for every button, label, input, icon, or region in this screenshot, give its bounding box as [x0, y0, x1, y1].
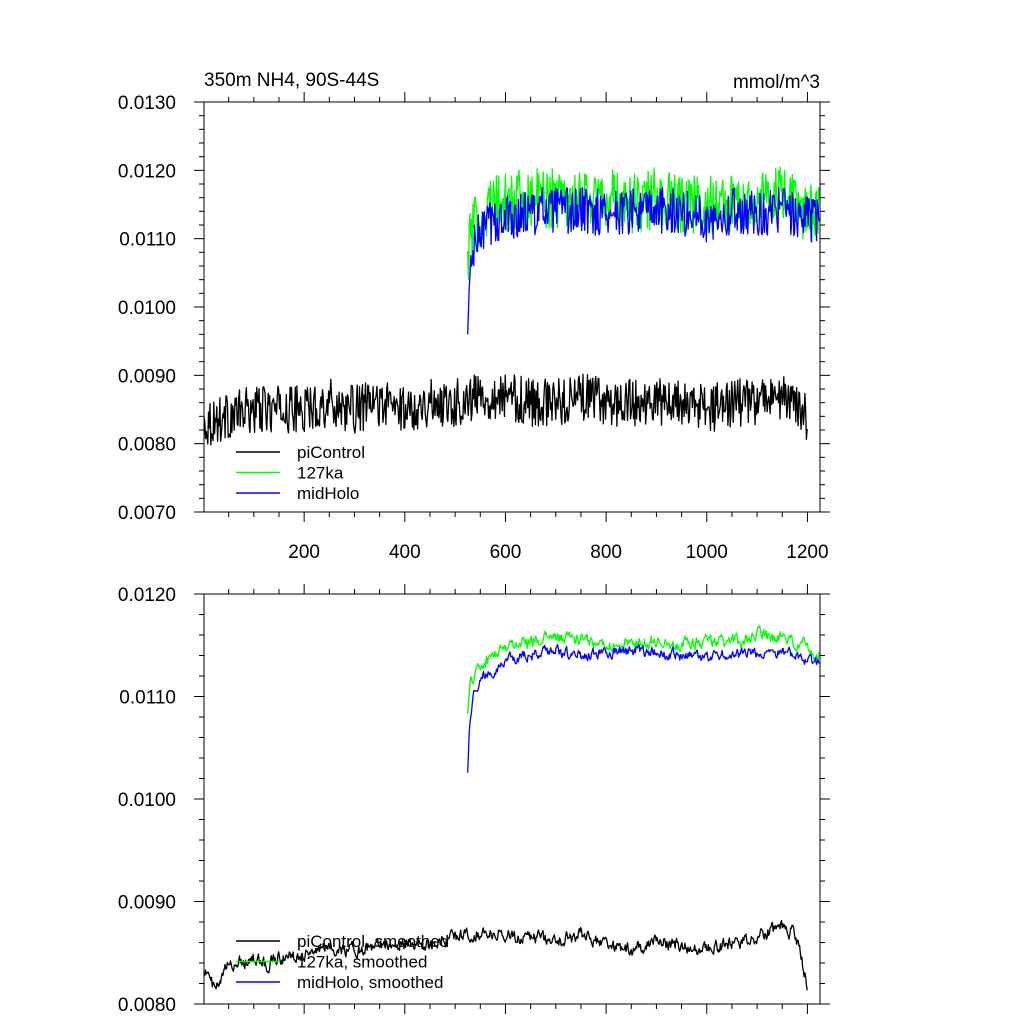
legend-label: midHolo, smoothed — [297, 973, 443, 992]
x-tick-label: 1200 — [786, 542, 828, 563]
legend: piControl, smoothed 127ka, smoothedmidHol… — [236, 932, 449, 992]
y-tick-label: 0.0100 — [118, 790, 176, 811]
series-line-midholo-smoothed — [467, 643, 820, 773]
series-group — [204, 166, 820, 446]
series-line-midholo — [467, 186, 820, 335]
y-tick-label: 0.0110 — [119, 688, 176, 709]
top-panel-units: mmol/m^3 — [733, 72, 820, 93]
y-tick-label: 0.0080 — [118, 435, 176, 456]
x-tick-label: 800 — [590, 542, 622, 563]
y-tick-label: 0.0080 — [118, 995, 176, 1016]
series-line-picontrol — [204, 373, 808, 446]
top-panel: 350m NH4, 90S-44S mmol/m^3 200 400 600 800 1… — [118, 70, 830, 563]
series-line-picontrol-smoothed — [204, 919, 808, 991]
x-tick-label: 1000 — [686, 542, 728, 563]
legend-label: 127ka — [297, 464, 344, 483]
y-tick-label: 0.0130 — [118, 93, 176, 114]
series-group — [204, 625, 820, 991]
y-tick-label: 0.0120 — [118, 585, 176, 606]
y-tick-label: 0.0100 — [118, 298, 176, 319]
top-panel-title: 350m NH4, 90S-44S — [204, 70, 379, 91]
y-tick-label: 0.0120 — [118, 161, 176, 182]
y-tick-label: 0.0090 — [118, 893, 176, 914]
x-tick-label: 400 — [389, 542, 421, 563]
legend-label: 127ka, smoothed — [297, 953, 427, 972]
legend-label: piControl — [297, 443, 365, 462]
legend-label: midHolo — [297, 484, 359, 503]
x-tick-label: 200 — [288, 542, 320, 563]
legend-label: piControl, smoothed — [297, 932, 449, 951]
bottom-panel: 0.0080 0.0090 0.0100 0.0110 0.0120 piControl,… — [118, 584, 830, 1016]
y-tick-label: 0.0070 — [118, 503, 176, 524]
y-tick-label: 0.0090 — [118, 366, 176, 387]
x-tick-label: 600 — [490, 542, 522, 563]
series-line-127ka-smoothed — [467, 625, 820, 715]
y-tick-label: 0.0110 — [119, 230, 176, 251]
